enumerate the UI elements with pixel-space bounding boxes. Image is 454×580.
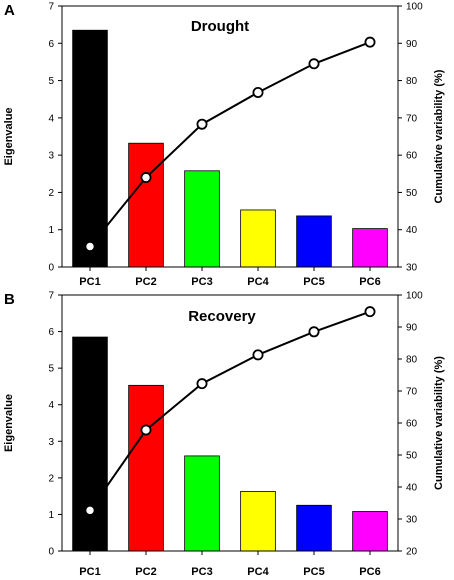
- x-tick-label: PC2: [135, 566, 156, 578]
- cumulative-point-pc6: [364, 36, 376, 48]
- cumulative-point-pc5: [308, 58, 320, 70]
- bar-pc4: [240, 490, 276, 552]
- bar-pc2: [128, 384, 164, 552]
- y-tick-label: 6: [48, 327, 54, 338]
- y-tick-label: 1: [48, 510, 54, 521]
- y-tick-label: 1: [48, 225, 54, 236]
- cumulative-line: [89, 41, 371, 248]
- bar-pc3: [184, 455, 220, 552]
- y2-tick-label: 40: [406, 483, 418, 494]
- cumulative-point-pc6: [364, 306, 376, 318]
- y-tick-label: 2: [48, 473, 54, 484]
- cumulative-point-pc4: [252, 87, 264, 99]
- y-tick-label: 7: [48, 291, 54, 302]
- chart-panel-a: 0 1 2 3 4 5 6 7 30 40 50 60 70 80 90 100 PC1 PC2 PC3 PC4 PC5…: [3, 2, 445, 289]
- y2-tick-label: 40: [406, 225, 418, 236]
- plot-frame: [61, 294, 399, 552]
- y-tick-label: 4: [48, 400, 54, 411]
- y-tick-label: 5: [48, 76, 54, 87]
- x-tick-label: PC5: [303, 566, 324, 578]
- y-tick-label: 2: [48, 188, 54, 199]
- chart-panel-b: 0 1 2 3 4 5 6 7 20 30 40 50 60 70 80 90 100 PC1 PC2 PC3 PC4 P…: [3, 291, 445, 579]
- cumulative-point-pc2: [140, 172, 152, 184]
- x-tick-label: PC3: [191, 566, 212, 578]
- cumulative-line: [89, 310, 371, 511]
- y-tick-label: 0: [48, 263, 54, 274]
- bar-pc2: [128, 142, 164, 268]
- bar-pc1: [72, 29, 108, 268]
- y-tick-label: 5: [48, 364, 54, 375]
- cumulative-point-pc4: [252, 349, 264, 361]
- y2-tick-label: 50: [406, 188, 418, 199]
- panel-letter: A: [4, 2, 15, 19]
- y2-axis-label: Cumulative variability (%): [433, 356, 445, 490]
- y2-tick-label: 90: [406, 323, 418, 334]
- y2-tick-label: 70: [406, 113, 418, 124]
- y2-tick-label: 80: [406, 76, 418, 87]
- y-axis-label: Eigenvalue: [3, 394, 15, 452]
- y-tick-label: 3: [48, 437, 54, 448]
- cumulative-point-pc1: [84, 504, 96, 516]
- y-axis-label: Eigenvalue: [3, 107, 15, 165]
- y2-tick-label: 100: [406, 291, 423, 302]
- y2-tick-label: 60: [406, 151, 418, 162]
- y-tick-label: 3: [48, 151, 54, 162]
- cumulative-point-pc5: [308, 326, 320, 338]
- x-tick-label: PC5: [303, 276, 324, 288]
- bar-pc5: [296, 215, 332, 268]
- chart-title: Recovery: [188, 308, 256, 325]
- bar-pc6: [352, 511, 388, 552]
- y2-tick-label: 50: [406, 451, 418, 462]
- x-tick-label: PC1: [79, 566, 100, 578]
- bar-pc5: [296, 504, 332, 552]
- y2-tick-label: 70: [406, 387, 418, 398]
- x-tick-label: PC6: [359, 276, 380, 288]
- y2-tick-label: 100: [406, 2, 423, 13]
- bar-pc3: [184, 170, 220, 268]
- x-tick-label: PC4: [247, 566, 269, 578]
- y-tick-label: 6: [48, 39, 54, 50]
- y-tick-label: 7: [48, 2, 54, 13]
- y2-tick-label: 80: [406, 355, 418, 366]
- y-tick-label: 4: [48, 113, 54, 124]
- cumulative-point-pc2: [140, 424, 152, 436]
- x-tick-label: PC3: [191, 276, 212, 288]
- x-tick-label: PC6: [359, 566, 380, 578]
- y2-tick-label: 20: [406, 547, 418, 558]
- y2-tick-label: 90: [406, 39, 418, 50]
- y2-axis-label: Cumulative variability (%): [433, 69, 445, 203]
- y2-tick-label: 60: [406, 419, 418, 430]
- cumulative-point-pc1: [84, 240, 96, 252]
- plot-frame: [61, 5, 399, 268]
- bar-pc1: [72, 336, 108, 552]
- y2-tick-label: 30: [406, 515, 418, 526]
- x-tick-label: PC1: [79, 276, 100, 288]
- cumulative-point-pc3: [196, 378, 208, 390]
- cumulative-point-pc3: [196, 118, 208, 130]
- panel-letter: B: [4, 291, 15, 308]
- x-tick-label: PC4: [247, 276, 269, 288]
- y-tick-label: 0: [48, 547, 54, 558]
- chart-title: Drought: [191, 18, 249, 35]
- bar-pc4: [240, 209, 276, 268]
- y2-tick-label: 30: [406, 263, 418, 274]
- bar-pc6: [352, 228, 388, 268]
- x-tick-label: PC2: [135, 276, 156, 288]
